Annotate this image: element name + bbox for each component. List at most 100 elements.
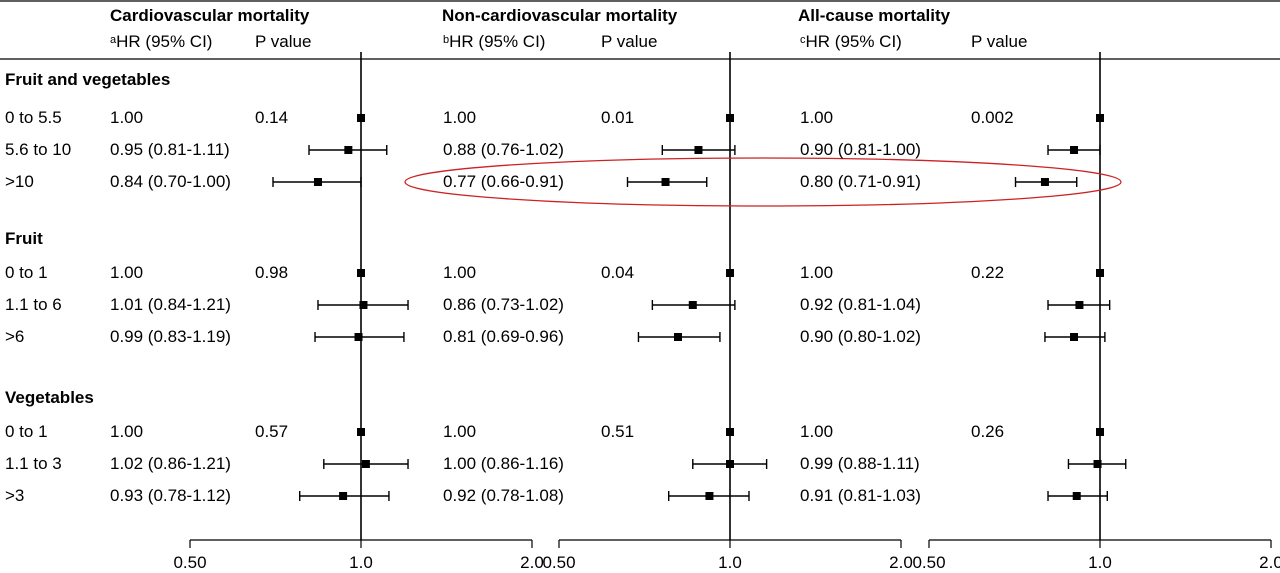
x-tick-label: 2.0 xyxy=(520,553,544,572)
hr-point xyxy=(726,114,734,122)
footnote-mark: a xyxy=(110,34,117,46)
hr-ci-value: 1.00 xyxy=(110,263,144,282)
row-label: >6 xyxy=(5,327,25,346)
hr-ci-value: 0.93 (0.78-1.12) xyxy=(110,486,231,505)
hr-point xyxy=(359,301,368,309)
column-title: Non-cardiovascular mortality xyxy=(442,6,678,25)
p-value-header: P value xyxy=(255,32,312,51)
row-label: 0 to 1 xyxy=(5,422,48,441)
hr-ci-value: 0.99 (0.83-1.19) xyxy=(110,327,231,346)
hr-ci-value: 0.99 (0.88-1.11) xyxy=(800,454,920,473)
p-value: 0.22 xyxy=(971,263,1005,282)
hr-point xyxy=(357,428,365,436)
p-value: 0.01 xyxy=(601,108,635,127)
x-tick-label: 2.0 xyxy=(889,553,913,572)
footnote-mark: c xyxy=(800,34,806,46)
hr-point xyxy=(1096,269,1104,277)
hr-point xyxy=(1072,492,1081,500)
hr-point xyxy=(361,460,370,468)
row-label: 1.1 to 6 xyxy=(5,295,62,314)
hr-point xyxy=(661,178,670,186)
hr-ci-value: 1.01 (0.84-1.21) xyxy=(110,295,231,314)
hr-ci-value: 0.84 (0.70-1.00) xyxy=(110,172,231,191)
hr-point xyxy=(1093,460,1102,468)
ci-header: aHR (95% CI) xyxy=(110,32,212,52)
hr-ci-value: 0.86 (0.73-1.02) xyxy=(443,295,564,314)
hr-point xyxy=(1096,114,1104,122)
hr-ci-value: 0.81 (0.69-0.96) xyxy=(443,327,564,346)
ci-header: bHR (95% CI) xyxy=(443,32,545,52)
p-value: 0.26 xyxy=(971,422,1005,441)
hr-point xyxy=(1040,178,1049,186)
hr-point xyxy=(674,333,683,341)
highlight-ellipse xyxy=(404,157,1122,207)
hr-ci-value: 0.90 (0.81-1.00) xyxy=(800,140,921,159)
hr-ci-value: 0.95 (0.81-1.11) xyxy=(110,140,230,159)
x-tick-label: 0.50 xyxy=(542,553,576,572)
hr-ci-value: 0.77 (0.66-0.91) xyxy=(443,172,564,191)
hr-point xyxy=(354,333,363,341)
hr-ci-value: 1.02 (0.86-1.21) xyxy=(110,454,231,473)
row-label: 5.6 to 10 xyxy=(5,140,72,159)
hr-ci-value: 0.90 (0.80-1.02) xyxy=(800,327,921,346)
hr-point xyxy=(313,178,322,186)
hr-point xyxy=(1070,146,1079,154)
row-label: 1.1 to 3 xyxy=(5,454,62,473)
hr-ci-value: 1.00 (0.86-1.16) xyxy=(443,454,564,473)
ci-header-label: HR (95% CI) xyxy=(449,32,546,51)
p-value-header: P value xyxy=(971,32,1028,51)
hr-point xyxy=(726,428,734,436)
hr-point xyxy=(1075,301,1084,309)
x-tick-label: 1.0 xyxy=(1088,553,1112,572)
hr-point xyxy=(694,146,703,154)
x-tick-label: 1.0 xyxy=(349,553,373,572)
hr-ci-value: 0.88 (0.76-1.02) xyxy=(443,140,564,159)
footnote-mark: b xyxy=(443,34,450,46)
p-value-header: P value xyxy=(601,32,658,51)
ci-header: cHR (95% CI) xyxy=(800,32,902,52)
group-label: Fruit and vegetables xyxy=(5,70,171,89)
column-title: All-cause mortality xyxy=(798,6,951,25)
p-value: 0.98 xyxy=(255,263,289,282)
x-tick-label: 2.0 xyxy=(1259,553,1280,572)
hr-point xyxy=(357,269,365,277)
p-value: 0.57 xyxy=(255,422,289,441)
row-label: >3 xyxy=(5,486,25,505)
x-tick-label: 0.50 xyxy=(173,553,207,572)
hr-ci-value: 1.00 xyxy=(800,422,834,441)
group-label: Fruit xyxy=(5,229,43,248)
hr-ci-value: 1.00 xyxy=(800,263,834,282)
hr-point xyxy=(344,146,353,154)
x-tick-label: 1.0 xyxy=(718,553,742,572)
hr-ci-value: 0.92 (0.81-1.04) xyxy=(800,295,921,314)
hr-point xyxy=(1070,333,1079,341)
row-label: 0 to 1 xyxy=(5,263,48,282)
hr-ci-value: 1.00 xyxy=(800,108,834,127)
hr-ci-value: 1.00 xyxy=(110,422,144,441)
p-value: 0.51 xyxy=(601,422,635,441)
hr-point xyxy=(339,492,348,500)
ci-header-label: HR (95% CI) xyxy=(805,32,902,51)
column-title: Cardiovascular mortality xyxy=(110,6,310,25)
hr-point xyxy=(726,460,734,468)
hr-ci-value: 0.91 (0.81-1.03) xyxy=(800,486,921,505)
hr-ci-value: 0.80 (0.71-0.91) xyxy=(800,172,921,191)
row-label: >10 xyxy=(5,172,34,191)
hr-point xyxy=(726,269,734,277)
p-value: 0.04 xyxy=(601,263,635,282)
ci-header-label: HR (95% CI) xyxy=(116,32,213,51)
p-value: 0.14 xyxy=(255,108,289,127)
hr-ci-value: 0.92 (0.78-1.08) xyxy=(443,486,564,505)
hr-point xyxy=(705,492,714,500)
group-label: Vegetables xyxy=(5,388,94,407)
p-value: 0.002 xyxy=(971,108,1014,127)
hr-point xyxy=(1096,428,1104,436)
x-tick-label: 0.50 xyxy=(912,553,946,572)
hr-ci-value: 1.00 xyxy=(443,263,477,282)
hr-point xyxy=(357,114,365,122)
row-label: 0 to 5.5 xyxy=(5,108,62,127)
hr-point xyxy=(688,301,697,309)
hr-ci-value: 1.00 xyxy=(443,108,477,127)
hr-ci-value: 1.00 xyxy=(110,108,144,127)
